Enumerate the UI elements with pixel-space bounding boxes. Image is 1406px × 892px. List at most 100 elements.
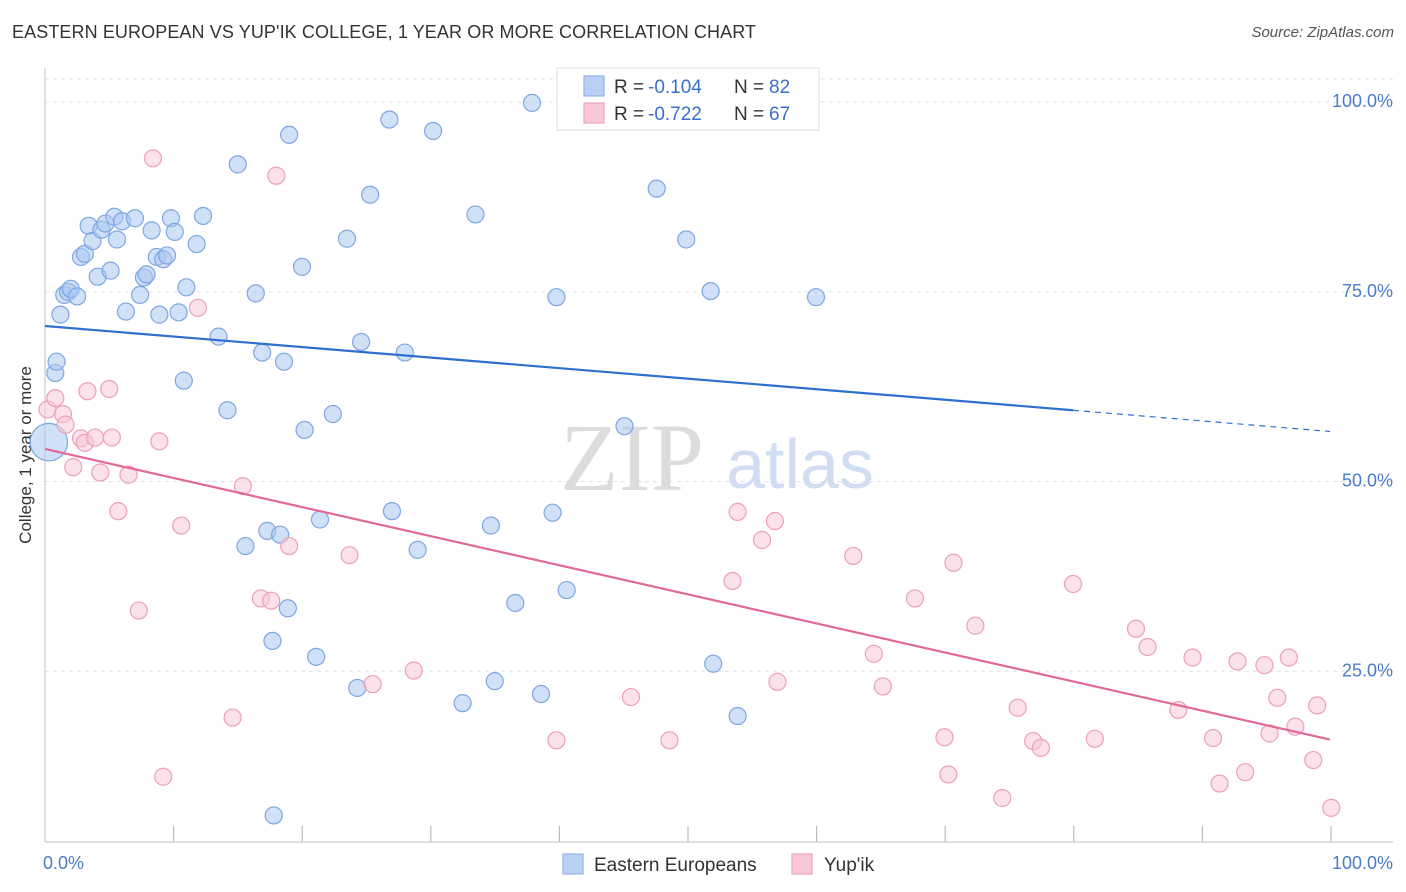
yupik-point-15	[143, 149, 163, 168]
yupik-point-19	[188, 298, 208, 317]
yupik-point-34	[752, 530, 772, 550]
eastern-europeans-point-40	[246, 284, 265, 303]
watermark-atlas: atlas	[726, 425, 874, 503]
yupik-point-56	[1228, 652, 1247, 671]
eastern-europeans-point-50	[295, 420, 314, 440]
yupik-point-51	[1138, 637, 1157, 657]
yupik-point-53	[1183, 648, 1202, 667]
yupik-point-30	[621, 687, 641, 707]
yupik-point-7	[78, 382, 97, 401]
eastern-europeans-point-39	[236, 536, 255, 556]
legend-r-value-1: -0.104	[648, 77, 702, 98]
yupik-point-54	[1203, 728, 1223, 748]
bottom-legend-swatch-blue	[562, 853, 584, 875]
trend-line-yupik	[44, 447, 1331, 741]
yupik-point-4	[64, 458, 83, 477]
trend-line-eastern-europeans	[44, 324, 1074, 412]
eastern-europeans-point-62	[423, 121, 443, 141]
yupik-point-8	[86, 428, 105, 447]
eastern-europeans-point-35	[193, 206, 213, 226]
yupik-point-27	[363, 675, 382, 694]
legend-swatch-blue	[583, 75, 605, 97]
eastern-europeans-point-58	[380, 110, 399, 129]
bottom-legend-swatch-pink	[791, 853, 813, 875]
yupik-point-66	[768, 672, 787, 691]
yupik-point-49	[1085, 729, 1104, 748]
eastern-europeans-point-49	[292, 257, 312, 276]
yupik-point-44	[993, 788, 1012, 808]
eastern-europeans-point-76	[701, 281, 720, 301]
eastern-europeans-point-75	[677, 230, 696, 249]
watermark: ZIP atlas	[560, 404, 874, 511]
legend-r-value-2: -0.722	[648, 104, 702, 125]
eastern-europeans-point-78	[728, 706, 747, 726]
legend-n-label-2: N =	[734, 104, 764, 125]
chart-title: EASTERN EUROPEAN VS YUP'IK COLLEGE, 1 YE…	[12, 22, 757, 42]
eastern-europeans-point-28	[157, 246, 177, 265]
yupik-point-61	[1279, 648, 1298, 667]
yupik-point-43	[966, 616, 985, 635]
yupik-point-35	[765, 511, 784, 531]
yupik-point-65	[1322, 798, 1341, 817]
yupik-point-41	[939, 765, 958, 784]
yupik-point-11	[102, 428, 121, 447]
eastern-europeans-point-21	[130, 285, 150, 304]
eastern-europeans-point-44	[264, 806, 283, 825]
eastern-europeans-point-24	[142, 221, 161, 240]
yupik-point-9	[91, 463, 110, 482]
yupik-point-48	[1063, 574, 1083, 594]
gridlines	[45, 78, 1393, 672]
eastern-europeans-point-32	[174, 371, 193, 390]
trend-line-eastern-europeans-extension	[1072, 409, 1331, 433]
eastern-europeans-point-17	[107, 230, 127, 249]
yupik-point-39	[905, 589, 925, 608]
yupik-point-10	[100, 379, 119, 399]
trend-lines	[44, 324, 1331, 741]
eastern-europeans-point-3	[51, 305, 70, 324]
yupik-point-16	[150, 432, 169, 451]
yupik-point-47	[1031, 738, 1050, 758]
eastern-europeans-point-64	[466, 205, 485, 224]
yupik-point-45	[1008, 698, 1027, 717]
yupik-point-23	[262, 591, 281, 610]
eastern-europeans-point-2	[47, 352, 66, 371]
eastern-europeans-point-38	[228, 155, 247, 174]
eastern-europeans-point-36	[209, 327, 228, 346]
series-eastern-europeans	[29, 93, 826, 825]
eastern-europeans-point-53	[323, 404, 342, 424]
yupik-point-20	[223, 708, 242, 727]
eastern-europeans-point-26	[150, 305, 169, 324]
yupik-point-32	[723, 571, 742, 591]
eastern-europeans-point-19	[116, 302, 136, 321]
watermark-zip: ZIP	[560, 404, 704, 511]
x-tick-label-max: 100.0%	[1332, 853, 1393, 873]
legend-n-value-2: 67	[769, 104, 790, 125]
eastern-europeans-point-65	[481, 516, 500, 535]
eastern-europeans-point-77	[704, 654, 723, 673]
yupik-point-64	[1308, 696, 1327, 715]
axes	[44, 68, 1393, 843]
eastern-europeans-point-30	[165, 222, 184, 242]
source-label: Source: ZipAtlas.com	[1251, 24, 1394, 41]
correlation-legend: R = -0.104 N = 82 R = -0.722 N = 67	[556, 67, 820, 131]
eastern-europeans-point-59	[382, 502, 402, 521]
eastern-europeans-point-68	[522, 93, 542, 113]
yupik-point-24	[267, 166, 286, 185]
yupik-point-18	[172, 516, 191, 535]
eastern-europeans-point-41	[253, 343, 272, 362]
eastern-europeans-point-37	[218, 401, 237, 420]
eastern-europeans-point-7	[68, 287, 87, 306]
yupik-point-36	[844, 546, 863, 566]
eastern-europeans-point-46	[274, 352, 294, 371]
eastern-europeans-point-72	[557, 580, 576, 600]
yupik-point-42	[944, 553, 963, 572]
bottom-legend-label-2: Yup'ik	[824, 855, 875, 876]
eastern-europeans-point-56	[352, 332, 371, 352]
yupik-point-38	[873, 677, 892, 696]
yupik-point-3	[56, 415, 75, 434]
eastern-europeans-point-34	[187, 234, 206, 254]
y-tick-label-75: 75.0%	[1342, 281, 1393, 301]
eastern-europeans-point-48	[280, 125, 299, 144]
eastern-europeans-point-55	[348, 678, 367, 698]
yupik-point-29	[547, 731, 566, 750]
